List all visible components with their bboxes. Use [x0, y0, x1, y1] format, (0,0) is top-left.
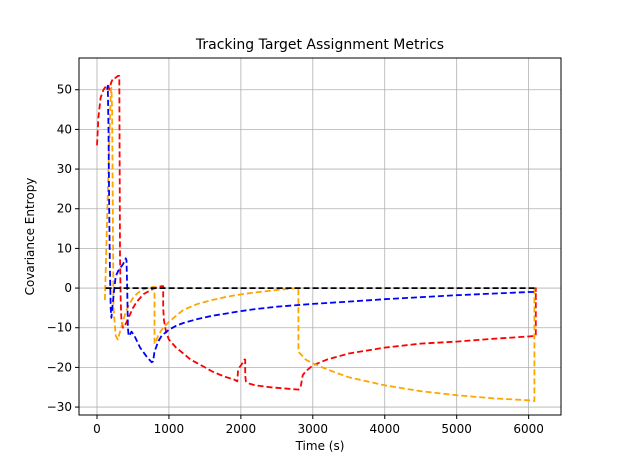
plot-frame [78, 57, 562, 416]
grid [79, 58, 561, 415]
y-tick-label: 30 [57, 162, 72, 176]
x-tick-label: 1000 [154, 422, 185, 436]
x-tick-label: 0 [93, 422, 101, 436]
y-axis: −30 −20 −10 0 10 20 30 40 50 [47, 83, 79, 414]
x-axis: 0 1000 2000 3000 4000 5000 6000 [93, 415, 544, 436]
x-tick-label: 5000 [441, 422, 472, 436]
y-tick-label: 20 [57, 202, 72, 216]
series-line-2 [104, 86, 536, 403]
x-tick-label: 2000 [226, 422, 257, 436]
series-line-3 [106, 84, 536, 364]
x-tick-label: 4000 [369, 422, 400, 436]
y-tick-label: 10 [57, 241, 72, 255]
x-tick-label: 3000 [298, 422, 329, 436]
x-tick-label: 6000 [513, 422, 544, 436]
y-tick-label: −20 [47, 360, 72, 374]
y-tick-label: −30 [47, 400, 72, 414]
y-tick-label: 50 [57, 83, 72, 97]
y-tick-label: 0 [64, 281, 72, 295]
series-line-1 [96, 75, 537, 391]
chart-title: Tracking Target Assignment Metrics [195, 37, 444, 53]
series-layer [96, 75, 537, 403]
y-tick-label: 40 [57, 122, 72, 136]
x-axis-label: Time (s) [295, 439, 345, 453]
y-tick-label: −10 [47, 321, 72, 335]
y-axis-label: Covariance Entropy [23, 178, 37, 296]
